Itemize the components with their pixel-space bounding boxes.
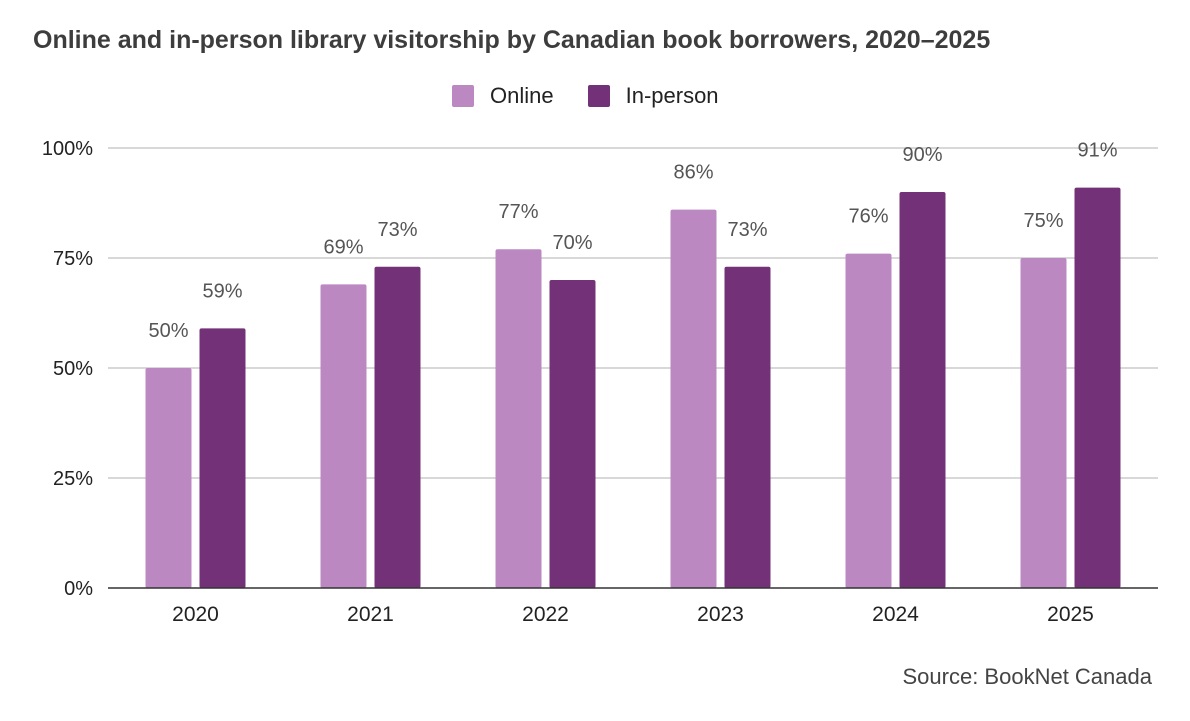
legend-item-in-person: In-person (587, 83, 719, 109)
y-tick-label: 0% (64, 578, 93, 600)
source-note: Source: BookNet Canada (902, 664, 1153, 689)
legend-swatch-in-person (587, 85, 610, 107)
data-label-in-person: 73% (727, 219, 767, 241)
x-tick-label: 2024 (872, 603, 919, 626)
bar-online (320, 284, 367, 588)
y-tick-label: 25% (53, 468, 93, 490)
bar-in-person (374, 266, 421, 588)
x-tick-label: 2025 (1047, 603, 1094, 626)
bar-online (670, 209, 717, 588)
y-tick-label: 50% (53, 358, 93, 380)
bar-in-person (1074, 187, 1121, 588)
x-tick-label: 2023 (697, 603, 744, 626)
y-tick-label: 100% (42, 138, 93, 160)
legend-swatch-online (452, 85, 474, 107)
bar-in-person (724, 266, 771, 588)
data-label-online: 76% (848, 206, 888, 228)
data-label-online: 77% (498, 201, 538, 223)
legend-label-in-person: In-person (625, 83, 719, 108)
legend: Online In-person (452, 82, 753, 110)
data-label-online: 69% (323, 236, 363, 258)
chart-title: Online and in-person library visitorship… (33, 26, 991, 54)
data-label-online: 75% (1023, 210, 1063, 232)
bar-online (145, 368, 192, 588)
legend-label-online: Online (490, 83, 554, 108)
bar-online (1020, 258, 1067, 588)
data-label-in-person: 90% (902, 144, 942, 166)
bar-in-person (899, 192, 946, 588)
data-label-online: 50% (148, 320, 188, 342)
x-tick-label: 2022 (522, 603, 569, 626)
bar-online (495, 249, 542, 588)
bar-in-person (549, 280, 596, 588)
data-label-in-person: 91% (1077, 140, 1117, 162)
legend-item-online: Online (452, 83, 554, 109)
data-label-in-person: 59% (202, 280, 242, 302)
bar-in-person (199, 328, 246, 588)
data-label-online: 86% (673, 162, 713, 184)
data-label-in-person: 73% (377, 219, 417, 241)
y-tick-label: 75% (53, 248, 93, 270)
data-label-in-person: 70% (552, 232, 592, 254)
x-tick-label: 2020 (172, 603, 219, 626)
x-tick-label: 2021 (347, 603, 394, 626)
bar-online (845, 253, 892, 588)
